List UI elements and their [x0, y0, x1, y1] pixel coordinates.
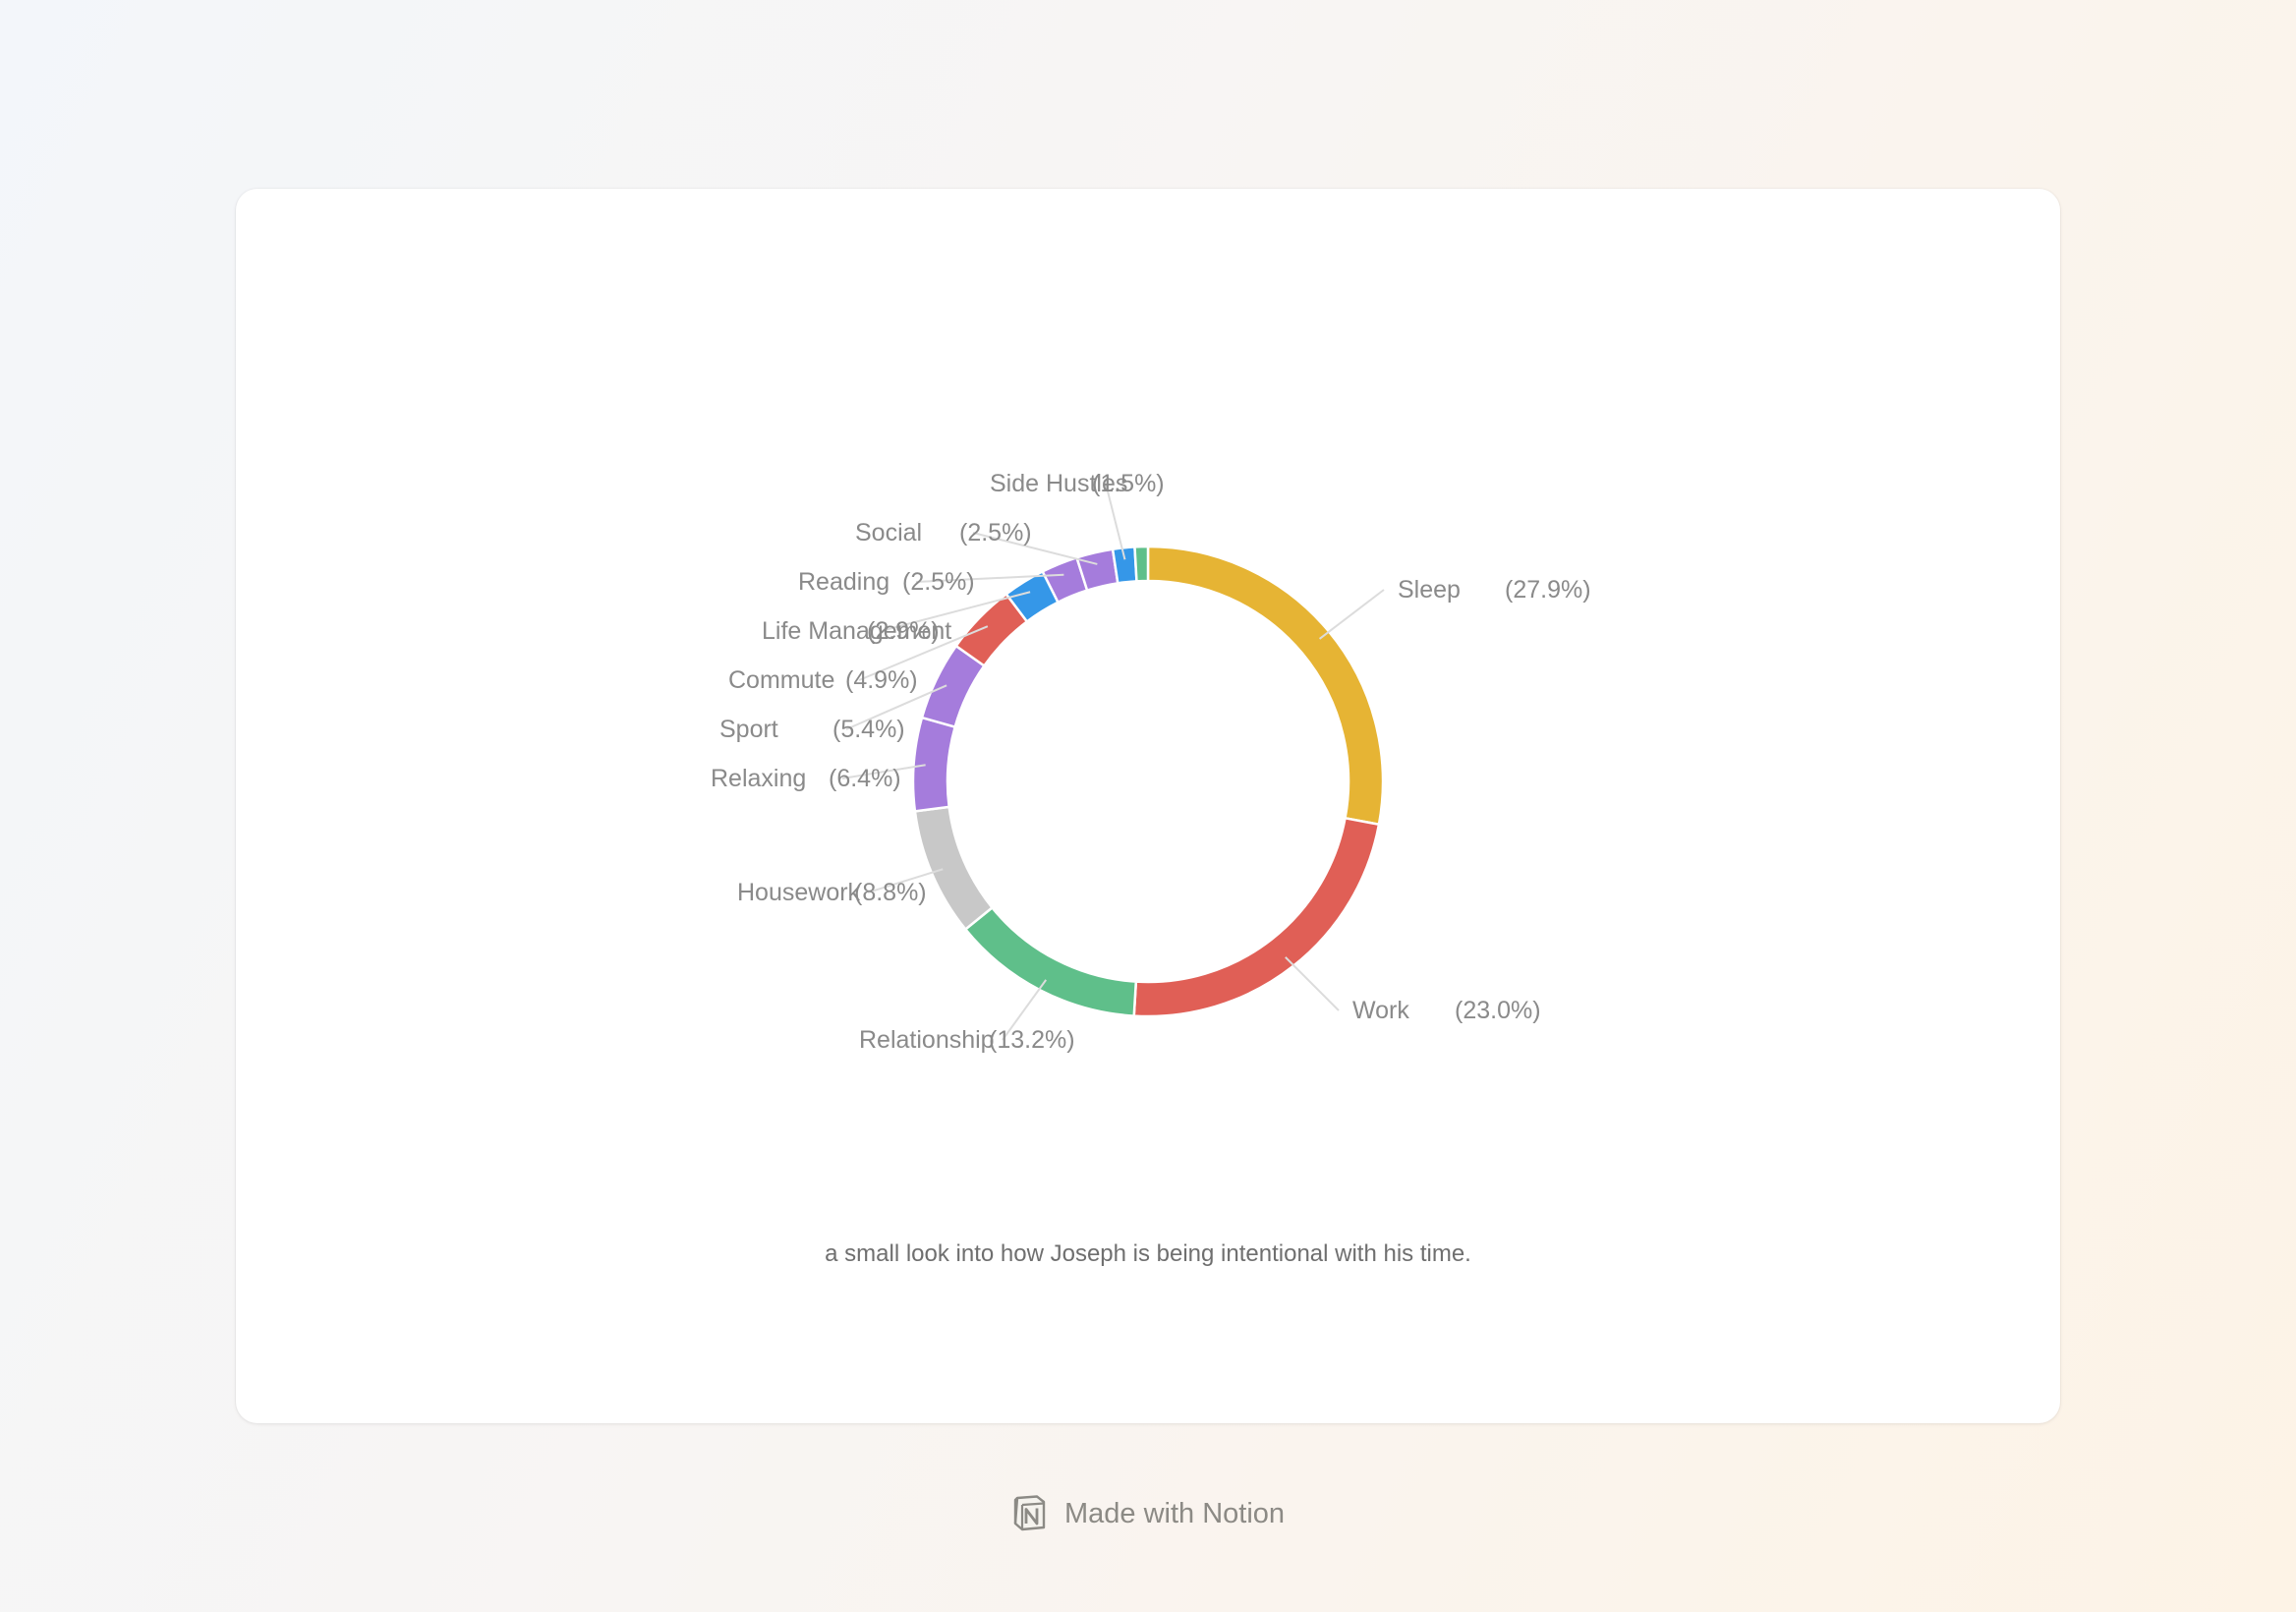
- slice-pct-sleep: (27.9%): [1505, 576, 1591, 604]
- slice-label-relaxing: Relaxing: [711, 765, 806, 792]
- slice-label-social: Social: [855, 519, 922, 547]
- slice-pct-reading: (2.5%): [902, 568, 975, 596]
- slice-relationship[interactable]: [963, 905, 1138, 1017]
- slice-relaxing[interactable]: [911, 716, 957, 813]
- slice-pct-work: (23.0%): [1455, 997, 1541, 1024]
- notion-logo-icon: [1013, 1495, 1046, 1531]
- slice-pct-housework: (8.8%): [854, 879, 927, 906]
- slice-pct-relaxing: (6.4%): [829, 765, 901, 792]
- slice-label-sport: Sport: [719, 716, 778, 743]
- slice-label-relationship: Relationship: [859, 1026, 995, 1054]
- slice-pct-commute: (4.9%): [845, 666, 918, 694]
- slice-side-hustles[interactable]: [1111, 546, 1138, 585]
- chart-caption: a small look into how Joseph is being in…: [825, 1240, 1471, 1267]
- slice-label-sleep: Sleep: [1398, 576, 1461, 604]
- slice-pct-relationship: (13.2%): [989, 1026, 1075, 1054]
- slice-label-side-hustles: Side Hustles: [990, 470, 1127, 497]
- slice-housework[interactable]: [913, 805, 995, 932]
- leader-line-relaxing: [841, 764, 926, 779]
- slice-pct-side-hustles: (1.5%): [1092, 470, 1165, 497]
- made-with-notion-link[interactable]: Made with Notion: [1063, 1497, 1286, 1529]
- leader-line-relationship: [1002, 979, 1048, 1041]
- made-with-notion-footer[interactable]: Made with Notion: [0, 1494, 2296, 1533]
- leader-line-housework: [867, 868, 944, 893]
- leader-line-reading: [915, 573, 1064, 583]
- chart-card: [236, 189, 2060, 1423]
- leader-line-side-hustles: [1105, 483, 1126, 560]
- slice-label-housework: Housework: [737, 879, 861, 906]
- leader-line-commute: [858, 625, 989, 681]
- slice-sleep[interactable]: [1146, 545, 1385, 827]
- slice-unlabeled[interactable]: [1133, 545, 1150, 583]
- slice-label-life-management: Life Management: [762, 617, 951, 645]
- leader-line-sleep: [1318, 589, 1385, 640]
- slice-pct-life-management: (2.9%): [867, 617, 940, 645]
- leader-line-work: [1285, 956, 1340, 1011]
- slice-label-reading: Reading: [798, 568, 890, 596]
- leader-line-social: [972, 532, 1098, 565]
- slice-label-commute: Commute: [728, 666, 834, 694]
- slice-work[interactable]: [1132, 816, 1381, 1018]
- slice-label-work: Work: [1352, 997, 1409, 1024]
- leader-line-sport: [845, 684, 947, 730]
- slice-pct-social: (2.5%): [959, 519, 1032, 547]
- leader-line-life-management: [880, 591, 1031, 632]
- slice-pct-sport: (5.4%): [832, 716, 905, 743]
